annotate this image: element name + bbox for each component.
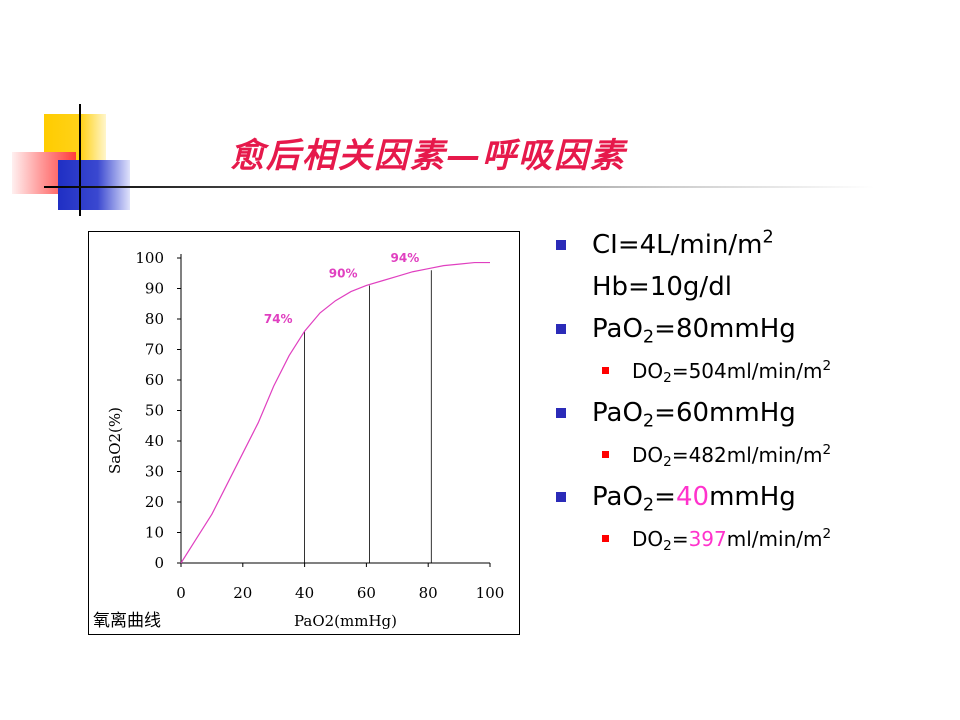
y-tick-label: 30 [145,463,164,481]
x-tick-label: 0 [176,584,186,602]
do2-397-pre: DO [632,527,664,551]
bullet-marker [556,492,566,502]
bullet-pao2-60: PaO2=60mmHg [556,392,936,434]
do2-482-pre: DO [632,443,664,467]
bullet-marker [556,324,566,334]
y-tick-label: 50 [145,402,164,420]
sub-bullet-do2-504: DO2=504ml/min/m2 [556,350,936,392]
chart-caption: 氧离曲线 [93,611,161,631]
pao2-80-pre: PaO [592,314,643,344]
pao2-60-pre: PaO [592,398,643,428]
bullet-marker [556,408,566,418]
y-axis-title: SaO2(%) [106,407,124,474]
decor-vertical-line [79,104,81,216]
do2-397-sub: 2 [663,538,672,555]
pao2-40-post: mmHg [709,482,796,512]
chart-svg: 0 10 20 30 40 50 60 70 80 90 100 0 20 40 60 80 100 PaO2(m… [106,249,505,630]
do2-504-sub: 2 [663,370,672,387]
do2-397-eq: = [671,527,689,551]
y-tick-label: 70 [145,341,164,359]
y-tick-label: 20 [145,493,164,511]
pao2-80-post: =80mmHg [654,314,796,344]
sub-bullet-marker [602,367,609,374]
x-axis-title: PaO2(mmHg) [294,612,397,630]
sub-bullet-marker [602,451,609,458]
bullet-ci-hb: CI=4L/min/m2 Hb=10g/dl [556,224,936,308]
bullet-marker [556,240,566,250]
x-tick-label: 60 [357,584,376,602]
ci-sup: 2 [762,227,774,248]
y-tick-label: 10 [145,524,164,542]
oxygen-dissociation-chart: 0 10 20 30 40 50 60 70 80 90 100 0 20 40 60 80 100 PaO2(m… [88,231,520,635]
pao2-60-post: =60mmHg [654,398,796,428]
sub-bullet-do2-482: DO2=482ml/min/m2 [556,434,936,476]
pao2-60-sub: 2 [642,411,655,432]
do2-504-sup: 2 [822,357,832,374]
bullet-pao2-80: PaO2=80mmHg [556,308,936,350]
annotation-label: 90% [329,266,358,280]
do2-482-sup: 2 [822,441,832,458]
x-tick-label: 80 [419,584,438,602]
decor-blue-rectangle [58,160,130,210]
do2-482-sub: 2 [663,454,672,471]
bullet-pao2-40: PaO2=40mmHg [556,476,936,518]
pao2-40-highlight: 40 [675,482,710,512]
annotation-label: 94% [391,251,420,265]
sub-bullet-do2-397: DO2=397ml/min/m2 [556,518,936,560]
do2-397-highlight: 397 [688,527,727,551]
pao2-80-sub: 2 [642,327,655,348]
slide-title: 愈后相关因素—呼吸因素 [230,136,626,176]
x-tick-label: 40 [295,584,314,602]
annotation-label: 74% [264,312,293,326]
x-tick-label: 20 [233,584,252,602]
do2-504-post: =504ml/min/m [671,359,823,383]
bullet-list: CI=4L/min/m2 Hb=10g/dl PaO2=80mmHg DO2=5… [556,224,936,560]
y-tick-label: 100 [135,249,164,267]
do2-397-post: ml/min/m [726,527,823,551]
saturation-curve [180,261,490,564]
ci-text: CI=4L/min/m [592,230,763,260]
do2-504-pre: DO [632,359,664,383]
do2-482-post: =482ml/min/m [671,443,823,467]
y-tick-label: 80 [145,310,164,328]
pao2-40-eq: = [654,482,676,512]
pao2-40-pre: PaO [592,482,643,512]
x-tick-label: 100 [476,584,505,602]
sub-bullet-marker [602,535,609,542]
pao2-40-sub: 2 [642,495,655,516]
y-tick-label: 0 [154,554,164,572]
title-underline [44,186,874,188]
y-tick-label: 40 [145,432,164,450]
y-tick-label: 60 [145,371,164,389]
hb-text: Hb=10g/dl [592,272,732,302]
y-tick-label: 90 [145,280,164,298]
do2-397-sup: 2 [822,525,832,542]
